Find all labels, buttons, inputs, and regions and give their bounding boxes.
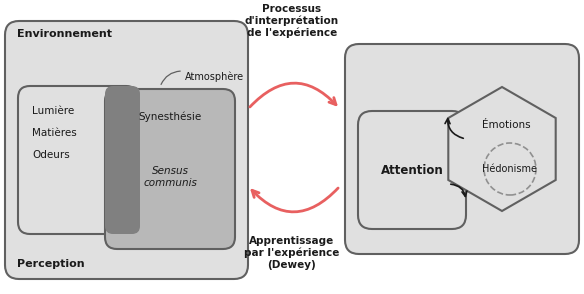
Text: Sensus
communis: Sensus communis	[143, 166, 197, 188]
FancyArrowPatch shape	[451, 184, 467, 196]
FancyArrowPatch shape	[250, 83, 336, 107]
Text: Matières: Matières	[32, 128, 77, 138]
Text: Hédonisme: Hédonisme	[482, 164, 537, 174]
Text: Synesthésie: Synesthésie	[138, 111, 201, 121]
Text: Attention: Attention	[381, 163, 443, 176]
Polygon shape	[449, 87, 556, 211]
Text: Émotions: Émotions	[482, 120, 530, 130]
FancyBboxPatch shape	[105, 89, 235, 249]
FancyArrowPatch shape	[252, 188, 338, 212]
Text: Lumière: Lumière	[32, 106, 74, 116]
FancyArrowPatch shape	[161, 71, 180, 84]
FancyBboxPatch shape	[358, 111, 466, 229]
Text: Environnement: Environnement	[17, 29, 112, 39]
FancyBboxPatch shape	[345, 44, 579, 254]
Text: Processus
d'interprétation
de l'expérience: Processus d'interprétation de l'expérien…	[245, 4, 339, 39]
FancyArrowPatch shape	[445, 119, 463, 138]
Text: Odeurs: Odeurs	[32, 150, 69, 160]
Text: Atmosphère: Atmosphère	[185, 71, 244, 81]
FancyBboxPatch shape	[105, 86, 140, 234]
Text: Perception: Perception	[17, 259, 85, 269]
FancyBboxPatch shape	[5, 21, 248, 279]
FancyBboxPatch shape	[18, 86, 138, 234]
Text: Apprentissage
par l'expérience
(Dewey): Apprentissage par l'expérience (Dewey)	[244, 236, 340, 270]
